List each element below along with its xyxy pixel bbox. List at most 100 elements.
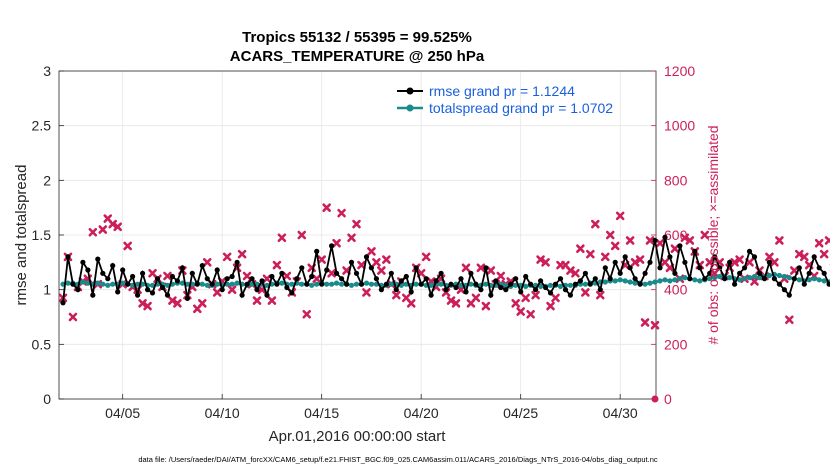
spread-point: [806, 277, 812, 283]
rmse-point: [309, 273, 315, 280]
rmse-point: [453, 284, 459, 291]
rmse-point: [363, 254, 370, 260]
rmse-point: [488, 292, 494, 298]
left-tick-label: 0: [43, 391, 51, 407]
obs-assimilated-marker: [163, 271, 172, 281]
spread-point: [438, 281, 444, 287]
spread-point: [523, 283, 529, 289]
rmse-point: [657, 265, 663, 271]
rmse-point: [348, 259, 355, 265]
spread-point: [264, 282, 270, 288]
rmse-point: [617, 270, 623, 276]
obs-assimilated-marker: [337, 208, 346, 218]
spread-point: [538, 283, 544, 289]
obs-assimilated-marker: [586, 249, 595, 259]
obs-assimilated-marker: [362, 288, 371, 297]
obs-assimilated-marker: [685, 236, 695, 245]
rmse-point: [821, 270, 827, 276]
obs-assimilated-marker: [645, 236, 655, 245]
rmse-point: [513, 276, 519, 282]
right-tick-label: 400: [664, 282, 688, 298]
obs-assimilated-marker: [531, 290, 540, 300]
rmse-point: [697, 265, 703, 271]
obs-assimilated-marker: [352, 219, 361, 229]
spread-point: [717, 273, 723, 280]
spread-point: [652, 279, 658, 285]
spread-point: [657, 278, 663, 284]
rmse-point: [423, 276, 429, 282]
obs-assimilated-marker: [461, 263, 471, 273]
rmse-point: [344, 281, 350, 287]
rmse-point: [717, 265, 723, 271]
rmse-point: [299, 265, 305, 271]
obs-assimilated-marker: [576, 244, 585, 253]
rmse-point: [159, 284, 166, 291]
obs-assimilated-marker: [670, 244, 680, 253]
spread-point: [627, 279, 633, 285]
obs-assimilated-marker: [317, 255, 326, 264]
rmse-point: [448, 281, 454, 287]
spread-point: [667, 278, 673, 284]
rmse-point: [294, 276, 300, 282]
spread-point: [329, 281, 335, 287]
rmse-point: [672, 270, 678, 276]
rmse-point: [115, 289, 121, 295]
spread-point: [100, 281, 106, 287]
spread-point: [85, 280, 91, 286]
obs-assimilated-marker: [824, 236, 830, 245]
x-tick-label: 04/05: [105, 405, 140, 421]
spread-point: [617, 277, 623, 283]
obs-assimilated-marker: [794, 249, 804, 259]
left-tick-label: 2: [43, 172, 51, 188]
rmse-point: [140, 270, 146, 276]
spread-point: [179, 280, 185, 286]
obs-assimilated-marker: [277, 233, 287, 243]
spread-point: [756, 275, 763, 281]
spread-point: [80, 279, 86, 285]
spread-point: [602, 279, 608, 285]
rmse-point: [95, 256, 101, 262]
rmse-point: [413, 265, 419, 271]
rmse-point: [368, 265, 374, 271]
rmse-point: [493, 278, 499, 284]
spread-point: [428, 282, 434, 288]
spread-point: [279, 280, 285, 286]
rmse-point: [204, 276, 210, 282]
rmse-point: [692, 248, 698, 254]
obs-assimilated-marker: [98, 225, 108, 234]
left-tick-label: 2.5: [32, 118, 52, 134]
obs-assimilated-marker: [168, 296, 177, 305]
rmse-point: [60, 300, 66, 306]
rmse-point: [771, 276, 778, 282]
rmse-point: [552, 281, 559, 287]
obs-assimilated-marker: [227, 285, 237, 294]
rmse-point: [90, 292, 96, 298]
spread-point: [786, 275, 792, 281]
spread-point: [388, 281, 394, 287]
obs-assimilated-marker: [630, 258, 640, 267]
spread-point: [468, 281, 474, 287]
spread-point: [314, 281, 320, 287]
rmse-point: [796, 265, 802, 271]
rmse-point: [264, 292, 270, 298]
obs-assimilated-marker: [541, 258, 550, 267]
rmse-point: [224, 276, 230, 282]
rmse-point: [632, 276, 638, 282]
obs-assimilated-marker: [640, 318, 650, 327]
spread-point: [95, 280, 101, 286]
x-axis-label: Apr.01,2016 00:00:00 start: [269, 428, 447, 445]
rmse-point: [189, 270, 195, 276]
spread-point: [712, 275, 718, 281]
rmse-point: [508, 281, 514, 287]
obs-assimilated-marker: [536, 255, 545, 264]
rmse-point: [334, 270, 340, 276]
obs-assimilated-marker: [526, 309, 535, 319]
rmse-point: [801, 281, 807, 287]
obs-assimilated-marker: [610, 241, 620, 251]
rmse-point: [304, 281, 310, 287]
obs-assimilated-marker: [566, 266, 575, 275]
spread-point: [622, 278, 628, 284]
legend: rmse grand pr = 1.1244 totalspread grand…: [397, 83, 613, 116]
rmse-point: [393, 287, 399, 293]
